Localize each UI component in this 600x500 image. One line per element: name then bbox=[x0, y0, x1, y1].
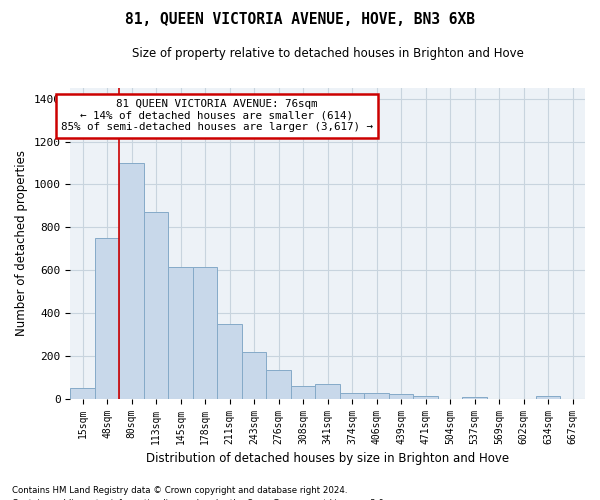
Bar bbox=[463, 397, 487, 398]
Bar bbox=[413, 396, 438, 398]
Text: Contains public sector information licensed under the Open Government Licence v3: Contains public sector information licen… bbox=[12, 498, 386, 500]
Bar bbox=[95, 238, 119, 398]
Text: 81, QUEEN VICTORIA AVENUE, HOVE, BN3 6XB: 81, QUEEN VICTORIA AVENUE, HOVE, BN3 6XB bbox=[125, 12, 475, 28]
Bar bbox=[119, 163, 144, 398]
Bar bbox=[389, 394, 413, 398]
Bar bbox=[340, 394, 364, 398]
X-axis label: Distribution of detached houses by size in Brighton and Hove: Distribution of detached houses by size … bbox=[146, 452, 509, 465]
Text: Contains HM Land Registry data © Crown copyright and database right 2024.: Contains HM Land Registry data © Crown c… bbox=[12, 486, 347, 495]
Y-axis label: Number of detached properties: Number of detached properties bbox=[15, 150, 28, 336]
Bar bbox=[169, 267, 193, 398]
Bar bbox=[193, 267, 217, 398]
Bar bbox=[217, 324, 242, 398]
Bar bbox=[242, 352, 266, 399]
Bar bbox=[144, 212, 169, 398]
Bar bbox=[291, 386, 316, 398]
Title: Size of property relative to detached houses in Brighton and Hove: Size of property relative to detached ho… bbox=[132, 48, 524, 60]
Bar bbox=[364, 394, 389, 398]
Bar bbox=[316, 384, 340, 398]
Bar bbox=[536, 396, 560, 398]
Text: 81 QUEEN VICTORIA AVENUE: 76sqm
← 14% of detached houses are smaller (614)
85% o: 81 QUEEN VICTORIA AVENUE: 76sqm ← 14% of… bbox=[61, 99, 373, 132]
Bar bbox=[70, 388, 95, 398]
Bar bbox=[266, 370, 291, 398]
